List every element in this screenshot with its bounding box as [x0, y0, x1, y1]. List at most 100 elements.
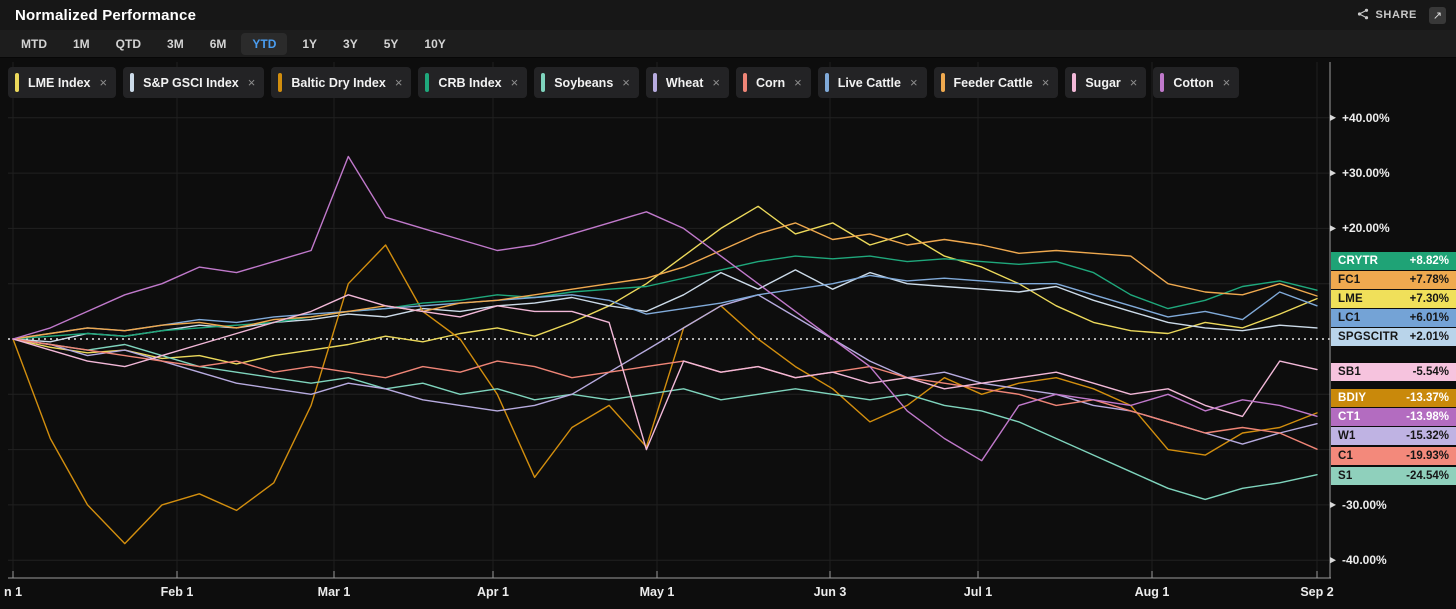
series-badge-value: -24.54%: [1406, 470, 1449, 482]
series-line-s-p-gsci-index: [12, 269, 1318, 343]
x-axis-label: n 1: [4, 585, 23, 599]
legend-color-bar: [541, 73, 546, 92]
series-line-lme-index: [12, 205, 1318, 365]
header-actions: SHARE ↗: [1357, 6, 1456, 24]
y-axis-label: +40.00%: [1342, 110, 1390, 125]
legend-chip-crb-index[interactable]: CRB Index ×: [418, 67, 528, 98]
legend-color-bar: [824, 73, 829, 92]
legend-chip-sugar[interactable]: Sugar ×: [1065, 67, 1147, 98]
page-title: Normalized Performance: [15, 6, 197, 24]
x-axis-label: Mar 1: [317, 585, 351, 599]
legend-chip-live-cattle[interactable]: Live Cattle ×: [817, 67, 927, 98]
legend-color-bar: [278, 73, 283, 92]
series-badge-bdiy: BDIY -13.37%: [1331, 389, 1456, 407]
close-icon[interactable]: ×: [1129, 75, 1138, 90]
legend-color-bar: [425, 73, 430, 92]
x-axis-label: Jun 3: [813, 585, 847, 599]
legend-color-bar: [15, 73, 19, 92]
close-icon[interactable]: ×: [510, 75, 519, 90]
series-badge-c1: C1 -19.93%: [1331, 447, 1456, 465]
legend-color-bar: [742, 73, 747, 92]
series-badge-lme: LME +7.30%: [1331, 290, 1456, 308]
panel-header: Normalized Performance SHARE ↗: [0, 0, 1456, 30]
y-axis-tick-arrow: [1330, 557, 1336, 564]
tab-3m[interactable]: 3M: [167, 36, 184, 51]
tab-6m[interactable]: 6M: [209, 36, 227, 51]
series-badge-w1: W1 -15.32%: [1331, 427, 1456, 445]
series-badge-ticker: LME: [1338, 293, 1363, 305]
series-badge-ticker: S1: [1338, 470, 1353, 482]
close-icon[interactable]: ×: [794, 75, 802, 90]
tab-mtd[interactable]: MTD: [21, 36, 47, 51]
legend-chip-corn[interactable]: Corn ×: [735, 67, 811, 98]
series-badge-ticker: C1: [1338, 450, 1354, 462]
series-badge-sb1: SB1 -5.54%: [1331, 363, 1456, 381]
series-badge-value: -13.98%: [1406, 411, 1449, 423]
legend-chip-feeder-cattle[interactable]: Feeder Cattle ×: [933, 67, 1059, 98]
legend-chip-soybeans[interactable]: Soybeans ×: [534, 67, 639, 98]
legend-color-bar: [652, 73, 657, 92]
tab-1y[interactable]: 1Y: [302, 36, 318, 51]
close-icon[interactable]: ×: [622, 75, 630, 90]
legend-color-bar: [940, 73, 945, 92]
series-badge-ticker: BDIY: [1338, 392, 1367, 404]
legend-chip-label: Sugar: [1085, 75, 1121, 90]
close-icon[interactable]: ×: [247, 75, 256, 90]
open-in-new-button[interactable]: ↗: [1429, 6, 1446, 24]
series-badge-ticker: CT1: [1338, 411, 1361, 423]
close-icon[interactable]: ×: [712, 75, 720, 90]
series-line-live-cattle: [12, 274, 1318, 340]
series-badge-ticker: CRYTR: [1338, 255, 1379, 267]
series-badge-value: +7.78%: [1409, 274, 1449, 286]
series-badge-ticker: FC1: [1338, 274, 1361, 286]
series-badge-fc1: FC1 +7.78%: [1331, 271, 1456, 289]
series-badge-value: +2.01%: [1409, 331, 1449, 343]
x-axis-label: Apr 1: [477, 585, 509, 599]
legend-chip-label: Live Cattle: [837, 75, 901, 90]
y-axis-label: -30.00%: [1342, 497, 1387, 512]
series-line-corn: [12, 338, 1318, 450]
series-badge-value: -13.37%: [1406, 392, 1449, 404]
close-icon[interactable]: ×: [1222, 75, 1231, 90]
tab-1m[interactable]: 1M: [73, 36, 90, 51]
series-badge-ticker: W1: [1338, 430, 1356, 442]
legend-color-bar: [130, 73, 135, 92]
tab-5y[interactable]: 5Y: [383, 36, 399, 51]
close-icon[interactable]: ×: [394, 75, 403, 90]
tab-ytd[interactable]: YTD: [241, 32, 288, 55]
series-badge-value: +6.01%: [1409, 312, 1449, 324]
legend-chip-baltic-dry-index[interactable]: Baltic Dry Index ×: [271, 67, 412, 98]
tab-10y[interactable]: 10Y: [424, 36, 446, 51]
share-button[interactable]: SHARE: [1357, 8, 1417, 23]
series-badge-crytr: CRYTR +8.82%: [1331, 252, 1456, 270]
legend-color-bar: [1160, 73, 1165, 92]
x-axis-label: Feb 1: [160, 585, 194, 599]
legend-chip-label: Cotton: [1173, 75, 1214, 90]
legend-chip-label: CRB Index: [438, 75, 502, 90]
legend-chip-label: Wheat: [665, 75, 704, 90]
close-icon[interactable]: ×: [909, 75, 918, 90]
x-axis-label: Jul 1: [963, 585, 993, 599]
tab-qtd[interactable]: QTD: [115, 36, 142, 51]
legend-chip-lme-index[interactable]: LME Index ×: [8, 67, 117, 98]
y-axis-tick-arrow: [1330, 169, 1336, 177]
legend-chip-cotton[interactable]: Cotton ×: [1153, 67, 1240, 98]
x-axis-label: Aug 1: [1134, 585, 1170, 599]
y-axis-label: +30.00%: [1342, 166, 1390, 181]
series-badge-value: -19.93%: [1406, 450, 1449, 462]
tab-3y[interactable]: 3Y: [343, 36, 358, 51]
legend-chip-s-p-gsci-index[interactable]: S&P GSCI Index ×: [123, 67, 265, 98]
close-icon[interactable]: ×: [1041, 75, 1050, 90]
close-icon[interactable]: ×: [99, 75, 108, 90]
series-badge-ticker: SPGSCITR: [1338, 331, 1399, 343]
legend-chip-wheat[interactable]: Wheat ×: [645, 67, 729, 98]
series-legend: LME Index × S&P GSCI Index × Baltic Dry Inde…: [8, 67, 1240, 98]
series-badge-s1: S1 -24.54%: [1331, 467, 1456, 485]
time-range-tabs: MTD 1M QTD 3M 6M YTD 1Y 3Y 5Y 10Y: [0, 30, 1456, 58]
series-badge-value: -15.32%: [1406, 430, 1449, 442]
open-in-new-icon: ↗: [1432, 9, 1443, 22]
legend-chip-label: S&P GSCI Index: [143, 75, 239, 90]
legend-color-bar: [1072, 73, 1077, 92]
